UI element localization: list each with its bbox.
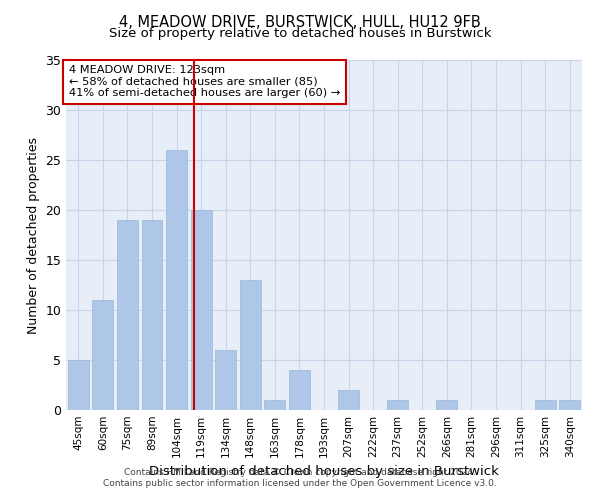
Bar xyxy=(535,400,556,410)
Bar xyxy=(387,400,408,410)
Bar xyxy=(265,400,286,410)
Bar xyxy=(215,350,236,410)
Bar xyxy=(68,360,89,410)
Bar xyxy=(117,220,138,410)
Bar xyxy=(142,220,163,410)
Bar xyxy=(191,210,212,410)
Bar xyxy=(338,390,359,410)
Text: Size of property relative to detached houses in Burstwick: Size of property relative to detached ho… xyxy=(109,28,491,40)
Bar xyxy=(92,300,113,410)
Bar xyxy=(166,150,187,410)
Text: 4 MEADOW DRIVE: 123sqm
← 58% of detached houses are smaller (85)
41% of semi-det: 4 MEADOW DRIVE: 123sqm ← 58% of detached… xyxy=(68,66,340,98)
Text: Contains HM Land Registry data © Crown copyright and database right 2024.
Contai: Contains HM Land Registry data © Crown c… xyxy=(103,468,497,487)
Text: 4, MEADOW DRIVE, BURSTWICK, HULL, HU12 9FB: 4, MEADOW DRIVE, BURSTWICK, HULL, HU12 9… xyxy=(119,15,481,30)
X-axis label: Distribution of detached houses by size in Burstwick: Distribution of detached houses by size … xyxy=(149,466,499,478)
Bar xyxy=(240,280,261,410)
Y-axis label: Number of detached properties: Number of detached properties xyxy=(27,136,40,334)
Bar xyxy=(559,400,580,410)
Bar xyxy=(436,400,457,410)
Bar xyxy=(289,370,310,410)
